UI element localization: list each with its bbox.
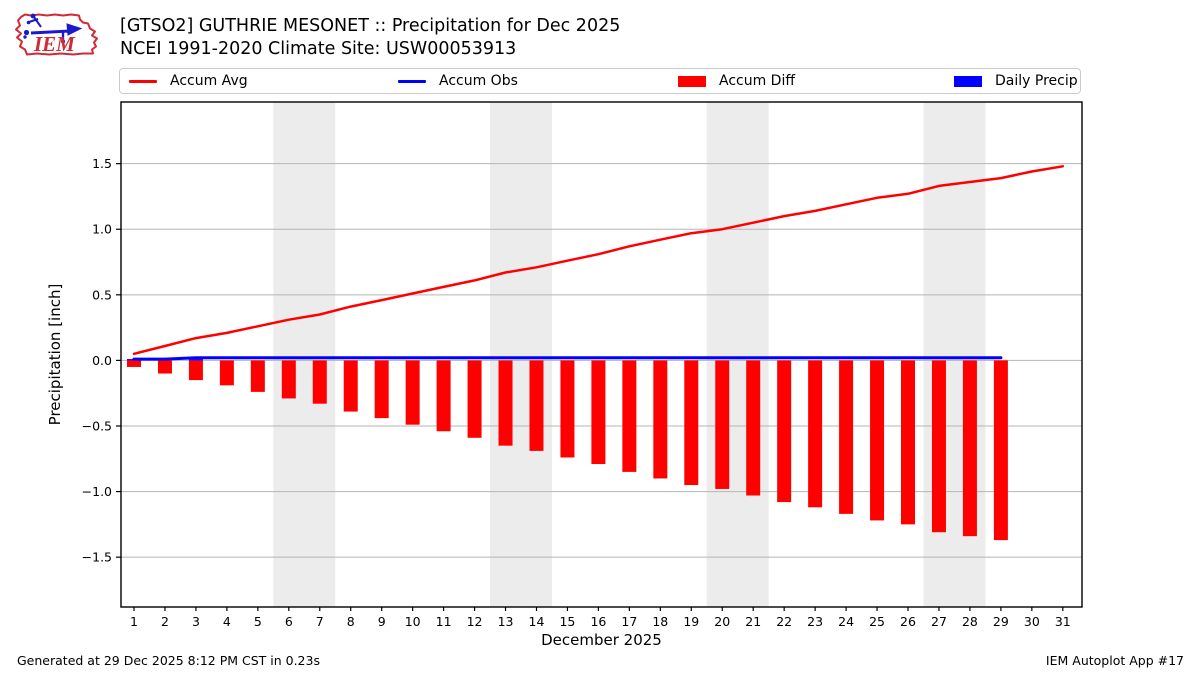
x-tick-label: 11 <box>436 614 452 629</box>
legend-item-accum-obs: Accum Obs <box>398 69 518 93</box>
legend-label: Daily Precip <box>995 73 1078 89</box>
y-tick-label: −0.5 <box>82 418 112 433</box>
x-tick-label: 30 <box>1024 614 1040 629</box>
x-tick-label: 6 <box>285 614 293 629</box>
y-tick-label: 0.0 <box>92 353 112 368</box>
daily-precip-bar <box>188 359 203 361</box>
weekend-band <box>273 102 336 607</box>
x-tick-label: 31 <box>1055 614 1071 629</box>
legend-item-daily-precip: Daily Precip <box>954 69 1078 93</box>
accum-diff-bar <box>250 360 265 392</box>
legend-item-accum-avg: Accum Avg <box>129 69 248 93</box>
x-tick-label: 3 <box>192 614 200 629</box>
accum-diff-bar <box>653 360 668 479</box>
accum-diff-bar <box>374 360 389 419</box>
legend-label: Accum Diff <box>719 73 796 89</box>
x-tick-label: 24 <box>838 614 854 629</box>
accum-diff-bar <box>746 360 761 496</box>
x-tick-label: 16 <box>590 614 606 629</box>
accum-diff-bar <box>715 360 730 489</box>
accum-avg-line-swatch <box>129 79 157 83</box>
accum-diff-bar <box>157 360 172 374</box>
x-tick-label: 12 <box>467 614 483 629</box>
x-tick-label: 9 <box>378 614 386 629</box>
x-tick-label: 1 <box>130 614 138 629</box>
accum-diff-bar <box>808 360 823 508</box>
generated-timestamp: Generated at 29 Dec 2025 8:12 PM CST in … <box>17 653 320 668</box>
y-tick-label: 1.5 <box>92 156 112 171</box>
x-tick-label: 27 <box>931 614 947 629</box>
legend-box: Accum Avg Accum Obs Accum Diff Daily Pre… <box>119 68 1081 94</box>
x-tick-label: 26 <box>900 614 916 629</box>
accum-diff-bar <box>529 360 544 451</box>
x-tick-label: 15 <box>559 614 575 629</box>
x-tick-label: 25 <box>869 614 885 629</box>
accum-diff-bar <box>467 360 482 438</box>
iowa-outline-icon <box>15 13 98 56</box>
x-tick-label: 17 <box>621 614 637 629</box>
logo-text: IEM <box>33 32 76 56</box>
accum-diff-bar <box>188 360 203 381</box>
y-tick-label: 1.0 <box>92 222 112 237</box>
accum-diff-bar <box>591 360 606 465</box>
accum-diff-bar <box>219 360 234 386</box>
x-tick-label: 19 <box>683 614 699 629</box>
accum-diff-bar <box>498 360 513 446</box>
x-tick-label: 2 <box>161 614 169 629</box>
accum-diff-bar <box>777 360 792 503</box>
weather-vane-icon <box>23 13 83 44</box>
accum-diff-bar <box>436 360 451 432</box>
x-tick-label: 7 <box>316 614 324 629</box>
x-tick-label: 13 <box>498 614 514 629</box>
accum-obs-line <box>132 356 1003 361</box>
x-tick-label: 29 <box>993 614 1009 629</box>
y-tick-label: −1.0 <box>82 484 112 499</box>
accum-diff-bar <box>622 360 637 472</box>
x-tick-label: 22 <box>776 614 792 629</box>
x-tick-label: 4 <box>223 614 231 629</box>
x-tick-label: 18 <box>652 614 668 629</box>
accum-avg-line <box>132 165 1065 356</box>
accum-diff-bar <box>684 360 699 486</box>
x-tick-label: 21 <box>745 614 761 629</box>
chart-subtitle: NCEI 1991-2020 Climate Site: USW00053913 <box>120 39 517 59</box>
plot-border <box>120 101 1083 608</box>
accum-diff-bar <box>405 360 420 425</box>
x-tick-label: 10 <box>405 614 421 629</box>
x-axis-label: December 2025 <box>541 631 662 649</box>
accum-diff-bar <box>312 360 327 404</box>
y-tick-label: −1.5 <box>82 550 112 565</box>
accum-diff-bar <box>127 360 142 367</box>
x-tick-label: 8 <box>347 614 355 629</box>
y-axis-label: Precipitation [inch] <box>46 284 64 426</box>
accum-diff-bar <box>839 360 854 514</box>
x-tick-label: 14 <box>529 614 545 629</box>
accum-diff-bar <box>870 360 885 521</box>
accum-diff-bar <box>901 360 916 525</box>
iem-logo: IEM <box>15 13 98 56</box>
accum-diff-bar-swatch <box>678 75 706 87</box>
daily-precip-bar-swatch <box>954 75 982 87</box>
accum-diff-bar <box>343 360 358 412</box>
y-tick-label: 0.5 <box>92 287 112 302</box>
accum-obs-line-swatch <box>398 79 426 83</box>
x-tick-label: 5 <box>254 614 262 629</box>
accum-diff-bar <box>281 360 296 399</box>
accum-diff-bar <box>931 360 946 533</box>
x-tick-label: 28 <box>962 614 978 629</box>
legend-label: Accum Avg <box>170 73 248 89</box>
x-tick-label: 20 <box>714 614 730 629</box>
legend-item-accum-diff: Accum Diff <box>678 69 795 93</box>
weekend-band <box>706 102 769 607</box>
weekend-band <box>490 102 552 607</box>
app-credit: IEM Autoplot App #17 <box>1045 653 1184 668</box>
accum-diff-bar <box>962 360 977 537</box>
accum-diff-bar <box>993 360 1008 541</box>
legend-label: Accum Obs <box>439 73 518 89</box>
x-tick-label: 23 <box>807 614 823 629</box>
accum-diff-bar <box>560 360 575 458</box>
chart-title: [GTSO2] GUTHRIE MESONET :: Precipitation… <box>120 16 621 36</box>
